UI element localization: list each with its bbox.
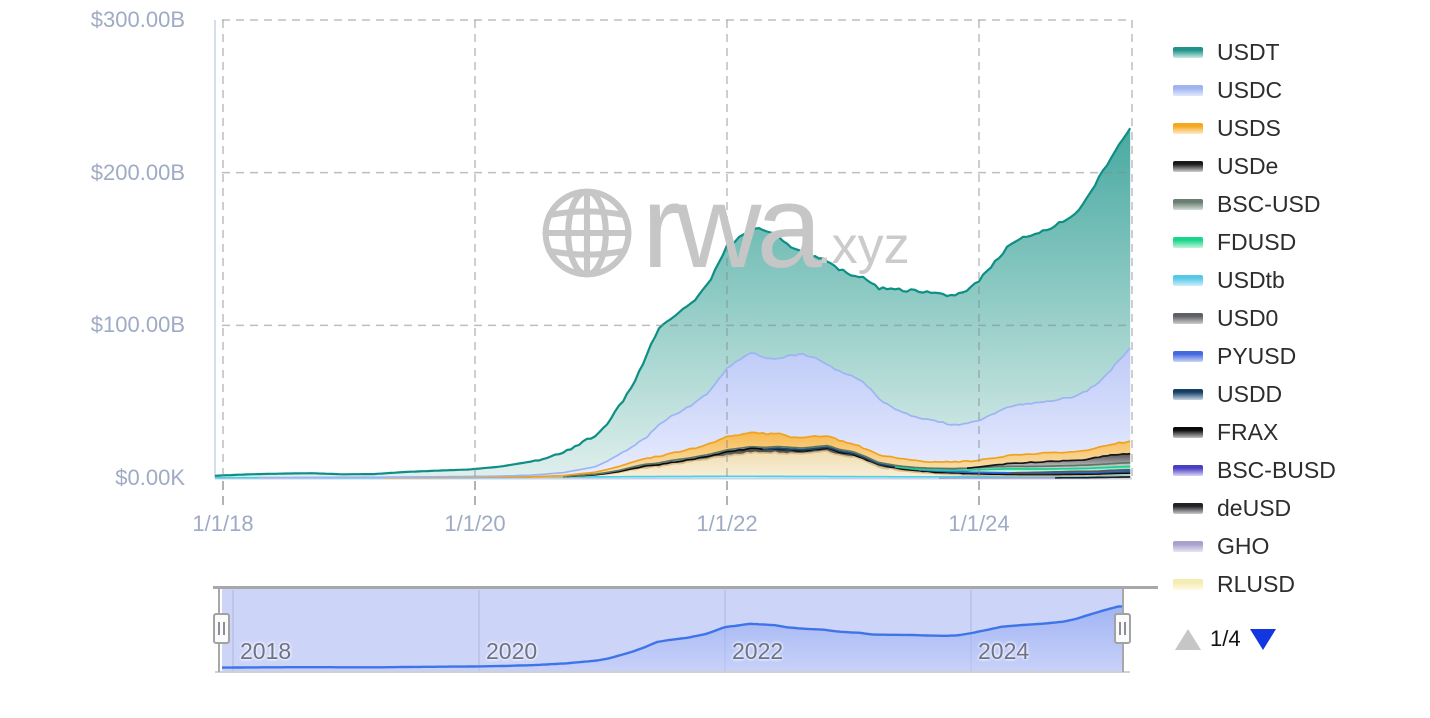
legend-swatch-USDD <box>1173 388 1203 400</box>
navigator-line <box>222 605 1122 669</box>
legend-item-USDT[interactable]: USDT <box>1173 33 1336 71</box>
legend-swatch-FDUSD <box>1173 236 1203 248</box>
legend-item-BSC-BUSD[interactable]: BSC-BUSD <box>1173 451 1336 489</box>
line-USD0 <box>1011 468 1131 474</box>
band-BSC-BUSD <box>531 451 1131 478</box>
legend-label: USDtb <box>1217 266 1285 293</box>
legend-label: BSC-BUSD <box>1217 456 1336 483</box>
line-USDS <box>383 431 1131 479</box>
legend-label: USDD <box>1217 380 1283 407</box>
navigator-year-label: 2022 <box>732 638 784 664</box>
line-FDUSD <box>894 465 1131 472</box>
legend-swatch-USDe <box>1173 160 1203 172</box>
legend-label: GHO <box>1217 532 1270 559</box>
stacked-area-bands <box>214 127 1132 479</box>
legend-swatch-PYUSD <box>1173 350 1203 362</box>
legend-label: RLUSD <box>1217 570 1295 597</box>
band-USDC <box>259 347 1131 478</box>
legend-label: deUSD <box>1217 494 1292 521</box>
legend-swatch-USDtb <box>1173 274 1203 286</box>
y-axis-label: $0.00K <box>115 465 185 490</box>
legend-item-USDS[interactable]: USDS <box>1173 109 1336 147</box>
line-FRAX <box>566 447 1131 478</box>
legend-swatch-RLUSD <box>1173 578 1203 590</box>
legend-label: USDe <box>1217 152 1279 179</box>
line-USDe <box>966 452 1131 470</box>
legend-page-indicator: 1/4 <box>1210 626 1241 651</box>
line-BSC-USD <box>562 444 1131 478</box>
legend-label: USDC <box>1217 76 1283 103</box>
legend-item-RLUSD[interactable]: RLUSD <box>1173 565 1336 603</box>
legend-page-up-icon[interactable] <box>1175 628 1201 650</box>
legend-swatch-USDS <box>1173 122 1203 134</box>
navigator-left-handle[interactable] <box>213 613 230 644</box>
gridlines <box>222 19 1133 508</box>
legend-swatch-deUSD <box>1173 502 1203 514</box>
legend-item-GHO[interactable]: GHO <box>1173 527 1336 565</box>
legend-item-FRAX[interactable]: FRAX <box>1173 413 1336 451</box>
x-axis-label: 1/1/22 <box>696 511 758 536</box>
legend-page-down-icon[interactable] <box>1249 628 1276 650</box>
legend-swatch-USDC <box>1173 84 1203 96</box>
legend: USDT USDC USDS USDe BSC-USD FDUSD USDtb USD0 PYU… <box>1173 33 1336 603</box>
line-deUSD <box>1055 476 1131 479</box>
legend-swatch-BSC-BUSD <box>1173 464 1203 476</box>
x-axis-label: 1/1/24 <box>948 511 1010 536</box>
line-USDC <box>259 347 1131 479</box>
x-axis-label: 1/1/18 <box>192 511 254 536</box>
navigator-year-label: 2020 <box>486 638 538 664</box>
navigator-year-label: 2018 <box>240 638 292 664</box>
legend-label: BSC-USD <box>1217 190 1321 217</box>
x-axis-label: 1/1/20 <box>444 511 506 536</box>
navigator-right-handle[interactable] <box>1114 613 1131 644</box>
navigator-area <box>222 606 1123 671</box>
legend-label: PYUSD <box>1217 342 1297 369</box>
legend-item-FDUSD[interactable]: FDUSD <box>1173 223 1336 261</box>
legend-swatch-USD0 <box>1173 312 1203 324</box>
legend-item-USDD[interactable]: USDD <box>1173 375 1336 413</box>
legend-item-deUSD[interactable]: deUSD <box>1173 489 1336 527</box>
band-USDS <box>383 432 1131 478</box>
legend-item-USDtb[interactable]: USDtb <box>1173 261 1336 299</box>
legend-swatch-BSC-USD <box>1173 198 1203 210</box>
legend-item-PYUSD[interactable]: PYUSD <box>1173 337 1336 375</box>
y-axis-label: $300.00B <box>90 7 185 32</box>
legend-swatch-USDT <box>1173 46 1203 58</box>
navigator-year-label: 2024 <box>978 638 1030 664</box>
legend-swatch-FRAX <box>1173 426 1203 438</box>
legend-item-USDe[interactable]: USDe <box>1173 147 1336 185</box>
legend-label: USDS <box>1217 114 1281 141</box>
legend-pagination: 1/4 <box>1175 626 1276 652</box>
legend-label: USD0 <box>1217 304 1279 331</box>
y-axis-label: $100.00B <box>90 312 185 338</box>
legend-item-USD0[interactable]: USD0 <box>1173 299 1336 337</box>
band-USDT <box>215 128 1131 478</box>
legend-swatch-GHO <box>1173 540 1203 552</box>
legend-label: FRAX <box>1217 418 1279 445</box>
legend-item-BSC-USD[interactable]: BSC-USD <box>1173 185 1336 223</box>
y-axis-label: $200.00B <box>90 159 185 185</box>
line-USDT <box>214 127 1132 477</box>
navigator-chart[interactable] <box>213 586 1158 673</box>
legend-label: FDUSD <box>1217 228 1297 255</box>
legend-item-USDC[interactable]: USDC <box>1173 71 1336 109</box>
legend-label: USDT <box>1217 38 1280 65</box>
